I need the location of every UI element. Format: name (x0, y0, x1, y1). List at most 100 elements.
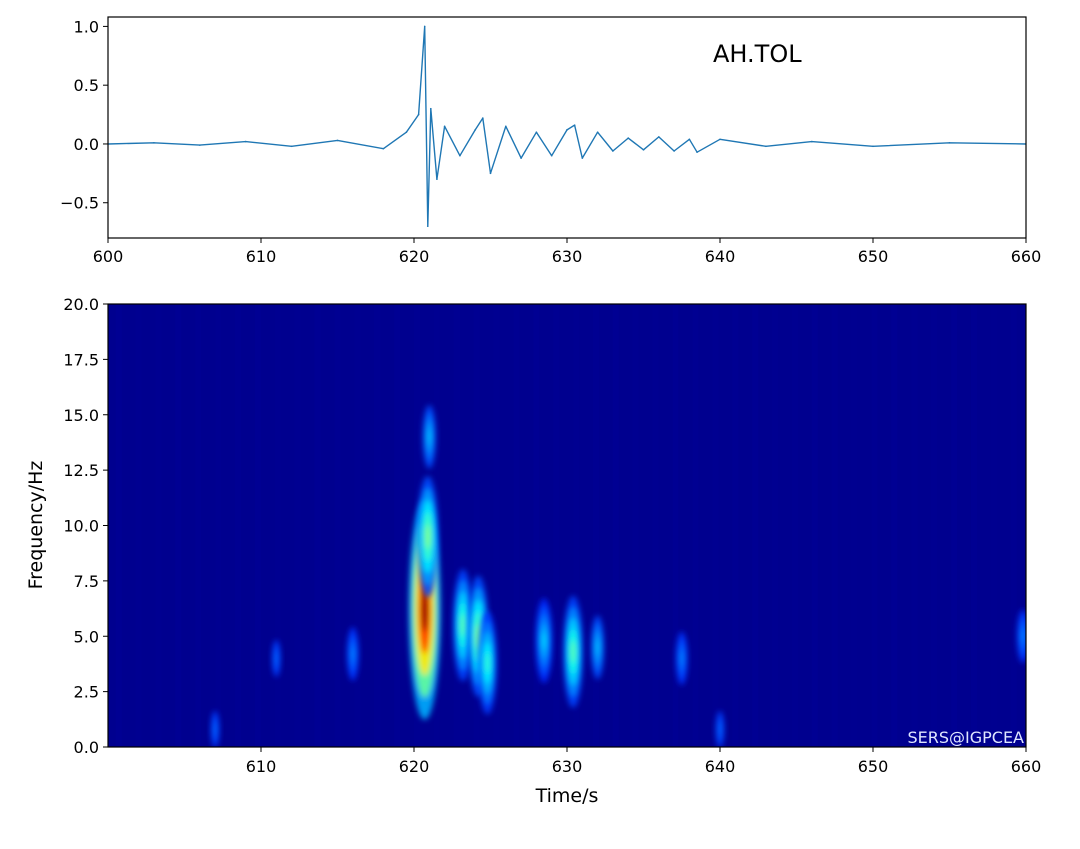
spectrogram-y-tick-label: 7.5 (74, 572, 99, 591)
waveform-point (765, 145, 767, 148)
spectrogram-stripe (732, 304, 739, 747)
spectrogram-y-tick-label: 10.0 (63, 517, 99, 536)
hotspot-contour (718, 723, 722, 736)
waveform-y-tick-label: −0.5 (60, 194, 99, 213)
waveform-point (566, 129, 568, 131)
waveform-plot-area (108, 17, 1026, 238)
spectrogram-hotspot (408, 499, 441, 720)
waveform-y-tick-label: 1.0 (74, 17, 99, 36)
spectrogram-stripe (612, 304, 619, 747)
spectrogram-stripe (772, 304, 779, 747)
waveform-panel: 600 610 620 630 640 650 660 1.0 0.5 0.0 −0.5 AH.T… (60, 16, 1042, 266)
spectrogram-hotspot (477, 611, 497, 715)
spectrogram-hotspot (715, 710, 725, 747)
waveform-point (199, 144, 201, 146)
y-axis-title: Frequency/Hz (25, 461, 47, 590)
waveform-point (581, 157, 584, 159)
spectrogram-stripe (453, 304, 460, 747)
waveform-y-tick-label: 0.0 (74, 135, 99, 154)
waveform-point (573, 124, 576, 126)
waveform-point (688, 138, 691, 141)
waveform-x-tick-label: 620 (399, 247, 430, 266)
spectrogram-x-tick-label: 650 (858, 757, 889, 776)
spectrogram-stripe (752, 304, 759, 747)
waveform-x-tick-label: 660 (1011, 247, 1042, 266)
spectrogram-stripe (652, 304, 659, 747)
spectrogram-stripe (911, 304, 918, 747)
spectrogram-x-tick-label: 610 (246, 757, 277, 776)
waveform-point (612, 150, 614, 152)
waveform-point (482, 117, 484, 119)
spectrogram-stripe (195, 304, 202, 747)
hotspot-contour (460, 613, 465, 637)
waveform-point (696, 151, 698, 153)
spectrogram-stripe (593, 304, 600, 747)
spectrogram-stripe (274, 304, 281, 747)
waveform-point (535, 131, 538, 134)
waveform-point (673, 150, 675, 152)
spectrogram-stripe (115, 304, 122, 747)
spectrogram-stripe (931, 304, 938, 747)
spectrogram-y-tick-label: 20.0 (63, 295, 99, 314)
waveform-point (811, 140, 813, 143)
spectrogram-panel: 610 620 630 640 650 660 20.0 17.5 15.0 12.5 10.0 7… (25, 295, 1041, 807)
spectrogram-stripe (871, 304, 878, 747)
spectrogram-y-tick-label: 17.5 (63, 350, 99, 369)
spectrogram-stripe (951, 304, 958, 747)
waveform-point (423, 25, 426, 28)
spectrogram-stripe (712, 304, 719, 747)
waveform-point (430, 107, 432, 110)
spectrogram-stripe (672, 304, 679, 747)
spectrogram-stripe (632, 304, 639, 747)
waveform-point (336, 139, 339, 142)
waveform-x-tick-label: 630 (552, 247, 583, 266)
waveform-point (489, 172, 492, 175)
spectrogram-stripe (254, 304, 261, 747)
hotspot-contour (427, 428, 431, 445)
spectrogram-stripe (1010, 304, 1017, 747)
spectrogram-stripe (135, 304, 142, 747)
spectrogram-y-tick-label: 5.0 (74, 627, 99, 646)
hotspot-contour (485, 652, 490, 674)
spectrogram-stripe (314, 304, 321, 747)
waveform-point (550, 154, 553, 157)
spectrogram-y-tick-label: 2.5 (74, 683, 99, 702)
waveform-point (505, 125, 507, 128)
spectrogram-stripe (155, 304, 162, 747)
waveform-point (153, 141, 155, 144)
hotspot-contour (425, 524, 430, 549)
spectrogram-hotspot (1016, 609, 1026, 664)
waveform-point (719, 138, 721, 141)
hotspot-contour (680, 651, 684, 666)
spectrogram-stripe (851, 304, 858, 747)
waveform-point (426, 225, 429, 228)
hotspot-contour (542, 632, 546, 650)
waveform-point (417, 113, 420, 116)
waveform-point (872, 145, 874, 148)
waveform-point (948, 141, 951, 144)
hotspot-contour (351, 647, 355, 661)
spectrogram-stripe (692, 304, 699, 747)
spectrogram-stripe (811, 304, 818, 747)
spectrogram-stripe (374, 304, 381, 747)
spectrogram-stripe (831, 304, 838, 747)
spectrogram-hotspot (452, 569, 473, 682)
spectrogram-hotspot (210, 710, 220, 747)
spectrogram-stripe (970, 304, 977, 747)
spectrogram-stripe (175, 304, 182, 747)
spectrogram-stripe (334, 304, 341, 747)
waveform-point (443, 125, 446, 128)
x-axis-title: Time/s (535, 785, 599, 807)
waveform-point (658, 136, 660, 138)
spectrogram-stripe (493, 304, 500, 747)
spectrogram-y-tick-label: 0.0 (74, 738, 99, 757)
waveform-point (627, 137, 629, 139)
waveform-point (382, 147, 385, 150)
waveform-point (642, 149, 645, 151)
spectrogram-stripe (473, 304, 480, 747)
hotspot-contour (571, 640, 576, 663)
spectrogram-stripe (215, 304, 222, 747)
spectrogram-x-tick-label: 620 (399, 757, 430, 776)
spectrogram-stripe (234, 304, 241, 747)
